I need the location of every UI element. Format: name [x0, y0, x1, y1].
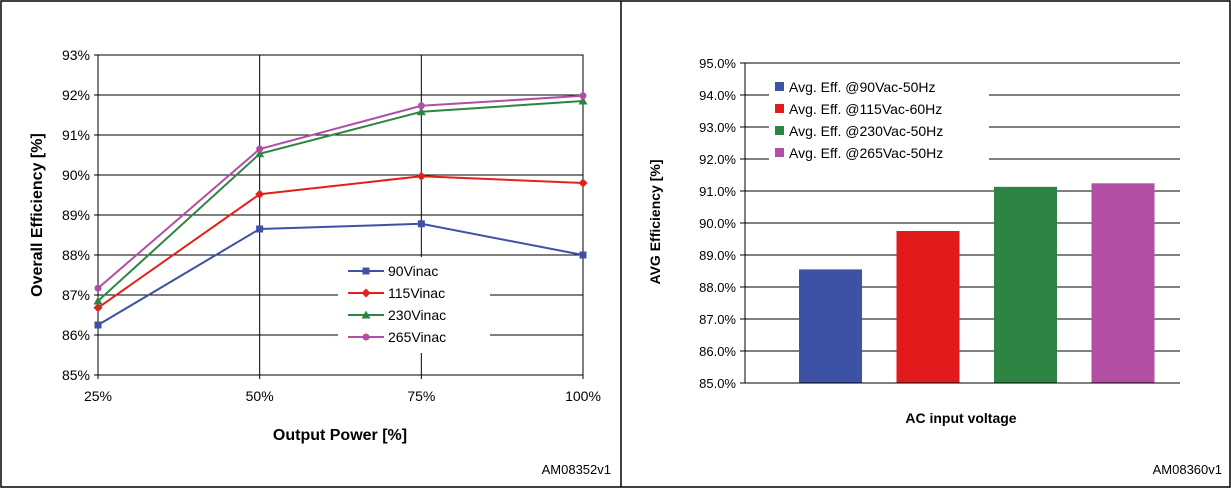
bar-chart-y-tick-label: 87.0% — [699, 312, 736, 327]
line-chart-x-tick-label: 75% — [407, 388, 435, 404]
line-chart-y-tick-label: 93% — [62, 47, 90, 63]
line-series-230Vinac — [97, 100, 584, 302]
bar-chart-y-tick-label: 94.0% — [699, 88, 736, 103]
bar-legend-label: Avg. Eff. @115Vac-60Hz — [789, 101, 942, 117]
bar-Avg. Eff. @230Vac-50Hz — [994, 186, 1057, 383]
line-chart-legend: 90Vinac 115Vinac 230Vinac 265Vinac — [338, 257, 490, 353]
bar-chart-y-tick-label: 90.0% — [699, 216, 736, 231]
line-point-265Vinac — [417, 102, 425, 110]
line-legend-label: 115Vinac — [388, 285, 445, 301]
line-point-230Vinac — [416, 107, 426, 116]
line-chart-y-axis-label: Overall Efficiency [%] — [29, 133, 46, 297]
bar-Avg. Eff. @90Vac-50Hz — [799, 269, 862, 383]
bar-chart-y-tick-label: 93.0% — [699, 120, 736, 135]
bar-chart-x-axis-label: AC input voltage — [905, 410, 1016, 426]
line-chart-x-tick-label: 100% — [565, 388, 601, 404]
bar-legend-label: Avg. Eff. @230Vac-50Hz — [789, 123, 943, 139]
line-chart-y-tick-label: 90% — [62, 167, 90, 183]
line-legend-marker — [362, 267, 370, 275]
bar-chart-y-tick-label: 85.0% — [699, 376, 736, 391]
bar-Avg. Eff. @115Vac-60Hz — [896, 231, 960, 383]
line-chart-y-tick-label: 85% — [62, 367, 90, 383]
line-point-115Vinac — [416, 171, 426, 181]
line-point-90Vinac — [94, 321, 102, 329]
line-point-90Vinac — [417, 220, 425, 228]
line-point-230Vinac — [93, 296, 103, 305]
bar-chart-y-tick-label: 88.0% — [699, 280, 736, 295]
bar-chart-y-tick-label: 92.0% — [699, 152, 736, 167]
bar-Avg. Eff. @265Vac-50Hz — [1091, 183, 1155, 383]
line-chart-series — [93, 92, 588, 329]
line-series-115Vinac — [97, 175, 584, 309]
line-chart-y-tick-label: 92% — [62, 87, 90, 103]
line-series-90Vinac — [97, 222, 584, 326]
line-legend-label: 90Vinac — [388, 263, 438, 279]
bar-chart-y-tick-label: 95.0% — [699, 56, 736, 71]
bar-chart-bars — [799, 183, 1155, 383]
line-chart-x-axis-label: Output Power [%] — [273, 427, 407, 444]
bar-chart-legend: Avg. Eff. @90Vac-50Hz Avg. Eff. @115Vac-6… — [769, 73, 989, 165]
line-legend-label: 265Vinac — [388, 329, 446, 345]
line-chart-y-ticks: 85% 86% 87% 88% 89% 90% 91% 92% 93% — [62, 47, 98, 383]
line-legend-marker — [361, 288, 371, 298]
bar-chart-y-tick-label: 91.0% — [699, 184, 736, 199]
line-point-115Vinac — [93, 303, 103, 313]
bar-legend-swatch — [775, 148, 784, 157]
line-point-115Vinac — [255, 189, 265, 199]
line-chart-panel: 85% 86% 87% 88% 89% 90% 91% 92% 93% 25% 50% 75% 100… — [29, 47, 611, 477]
bar-chart-y-ticks: 85.0% 86.0% 87.0% 88.0% 89.0% 90.0% 91.0% 92.0%… — [699, 56, 745, 391]
line-chart-code: AM08352v1 — [542, 462, 611, 477]
line-chart-x-ticks: 25% 50% 75% 100% — [84, 375, 601, 404]
line-point-265Vinac — [256, 145, 264, 153]
line-chart-y-tick-label: 86% — [62, 327, 90, 343]
bar-chart-panel: 85.0% 86.0% 87.0% 88.0% 89.0% 90.0% 91.0% 92.0%… — [647, 56, 1222, 477]
line-legend-marker — [362, 333, 370, 341]
line-point-230Vinac — [578, 96, 588, 105]
bar-legend-label: Avg. Eff. @90Vac-50Hz — [789, 79, 936, 95]
line-point-265Vinac — [94, 284, 102, 292]
bar-legend-swatch — [775, 104, 784, 113]
line-chart-y-tick-label: 88% — [62, 247, 90, 263]
line-point-90Vinac — [256, 225, 264, 233]
line-chart-y-tick-label: 89% — [62, 207, 90, 223]
bar-legend-swatch — [775, 82, 784, 91]
line-series-265Vinac — [97, 94, 584, 289]
bar-chart-y-tick-label: 86.0% — [699, 344, 736, 359]
bar-chart-y-tick-label: 89.0% — [699, 248, 736, 263]
line-point-265Vinac — [579, 92, 587, 100]
line-legend-label: 230Vinac — [388, 307, 446, 323]
bar-chart-code: AM08360v1 — [1153, 462, 1222, 477]
line-chart-x-tick-label: 50% — [246, 388, 274, 404]
line-chart-y-tick-label: 87% — [62, 287, 90, 303]
bar-legend-swatch — [775, 126, 784, 135]
line-point-230Vinac — [255, 149, 265, 158]
line-legend-marker — [361, 310, 371, 319]
bar-chart-y-axis-label: AVG Efficiency [%] — [647, 160, 663, 285]
line-chart-x-tick-label: 25% — [84, 388, 112, 404]
line-point-90Vinac — [579, 251, 587, 259]
bar-legend-label: Avg. Eff. @265Vac-50Hz — [789, 145, 943, 161]
line-chart-y-tick-label: 91% — [62, 127, 90, 143]
bar-chart-legend-box — [769, 73, 989, 165]
line-point-115Vinac — [578, 178, 588, 188]
